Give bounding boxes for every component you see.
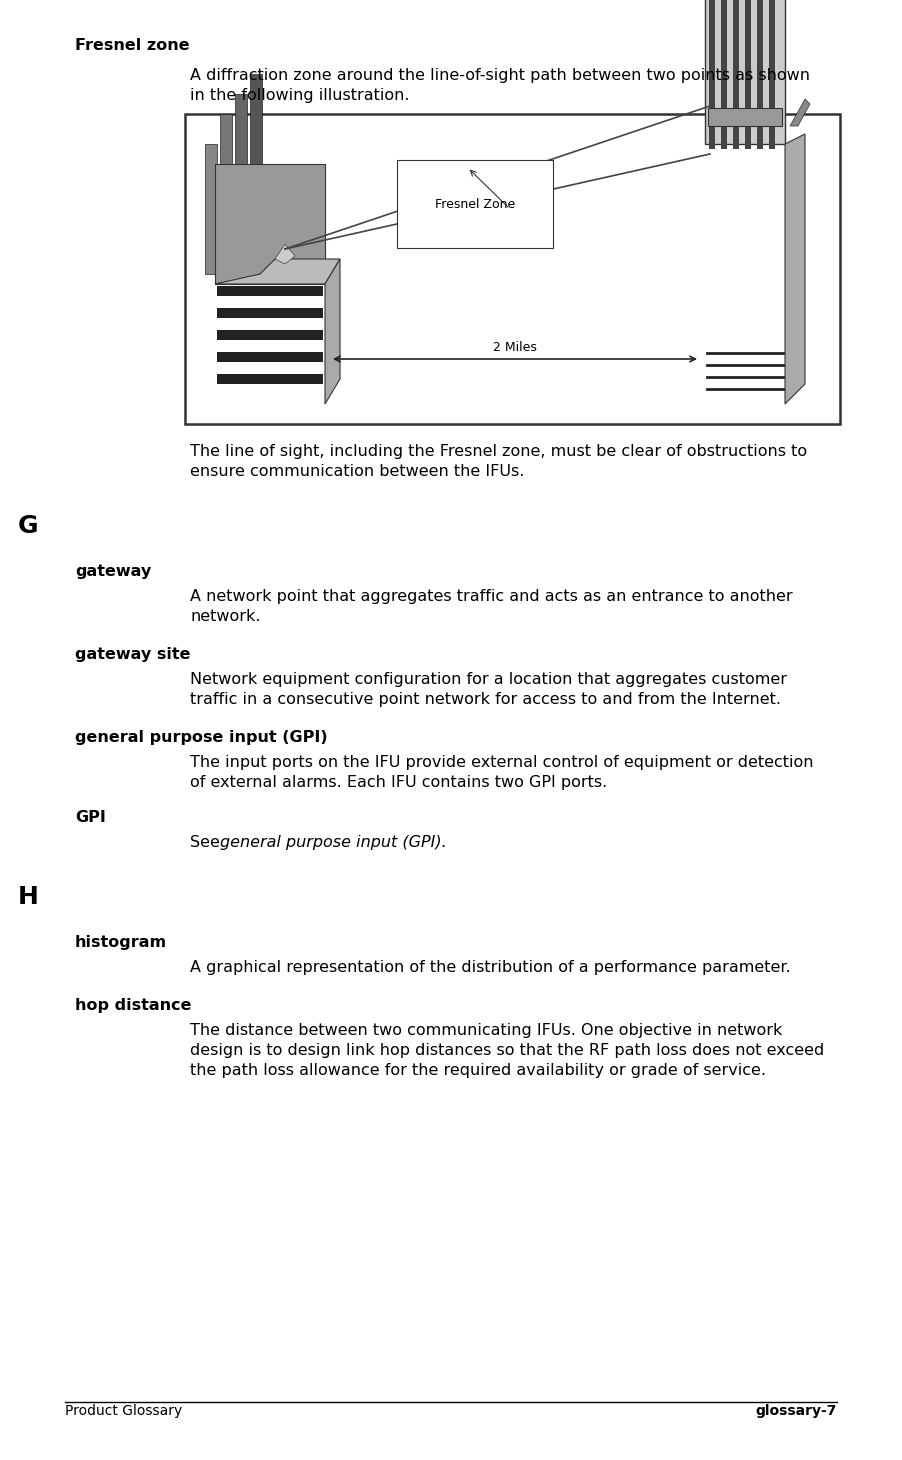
Bar (220, 114, 232, 258)
Text: in the following illustration.: in the following illustration. (190, 88, 410, 104)
Text: The line of sight, including the Fresnel zone, must be clear of obstructions to: The line of sight, including the Fresnel… (190, 444, 807, 458)
Text: G: G (18, 514, 39, 537)
Polygon shape (275, 244, 295, 264)
Bar (185, 114, 840, 423)
Text: A diffraction zone around the line-of-sight path between two points as shown: A diffraction zone around the line-of-si… (190, 69, 810, 83)
Text: The input ports on the IFU provide external control of equipment or detection: The input ports on the IFU provide exter… (190, 755, 814, 769)
Text: design is to design link hop distances so that the RF path loss does not exceed: design is to design link hop distances s… (190, 1042, 824, 1058)
Bar (769, 0, 775, 149)
Text: Network equipment configuration for a location that aggregates customer: Network equipment configuration for a lo… (190, 672, 787, 688)
Text: general purpose input (GPI).: general purpose input (GPI). (220, 835, 446, 850)
Polygon shape (785, 134, 805, 404)
Bar (217, 330, 323, 340)
Bar (235, 93, 247, 250)
Text: network.: network. (190, 609, 261, 623)
Polygon shape (790, 99, 810, 126)
Bar (705, 0, 785, 145)
Bar (709, 0, 715, 149)
Text: gateway: gateway (75, 564, 152, 580)
Text: hop distance: hop distance (75, 999, 191, 1013)
Text: general purpose input (GPI): general purpose input (GPI) (75, 730, 327, 745)
Bar (708, 108, 782, 126)
Text: of external alarms. Each IFU contains two GPI ports.: of external alarms. Each IFU contains tw… (190, 775, 607, 790)
Polygon shape (325, 258, 340, 404)
Text: 2 Miles: 2 Miles (493, 342, 537, 353)
Text: Fresnel Zone: Fresnel Zone (435, 197, 515, 210)
Bar (250, 74, 262, 239)
Bar (733, 0, 739, 149)
Bar (217, 286, 323, 296)
Text: Product Glossary: Product Glossary (65, 1405, 182, 1418)
Bar (205, 145, 217, 274)
Text: Fresnel zone: Fresnel zone (75, 38, 189, 53)
Bar (217, 308, 323, 318)
Text: gateway site: gateway site (75, 647, 190, 661)
Bar (217, 374, 323, 384)
Text: See: See (190, 835, 225, 850)
Text: H: H (18, 885, 39, 910)
Bar (217, 352, 323, 362)
Text: histogram: histogram (75, 934, 167, 950)
Bar (215, 164, 325, 285)
Text: The distance between two communicating IFUs. One objective in network: The distance between two communicating I… (190, 1023, 782, 1038)
Bar (721, 0, 727, 149)
Text: ensure communication between the IFUs.: ensure communication between the IFUs. (190, 464, 524, 479)
Text: A network point that aggregates traffic and acts as an entrance to another: A network point that aggregates traffic … (190, 588, 793, 604)
Text: glossary-7: glossary-7 (756, 1405, 837, 1418)
Text: A graphical representation of the distribution of a performance parameter.: A graphical representation of the distri… (190, 961, 791, 975)
Text: the path loss allowance for the required availability or grade of service.: the path loss allowance for the required… (190, 1063, 766, 1077)
Bar (757, 0, 763, 149)
Text: GPI: GPI (75, 810, 106, 825)
Polygon shape (215, 258, 340, 285)
Text: traffic in a consecutive point network for access to and from the Internet.: traffic in a consecutive point network f… (190, 692, 781, 707)
Bar (745, 0, 751, 149)
